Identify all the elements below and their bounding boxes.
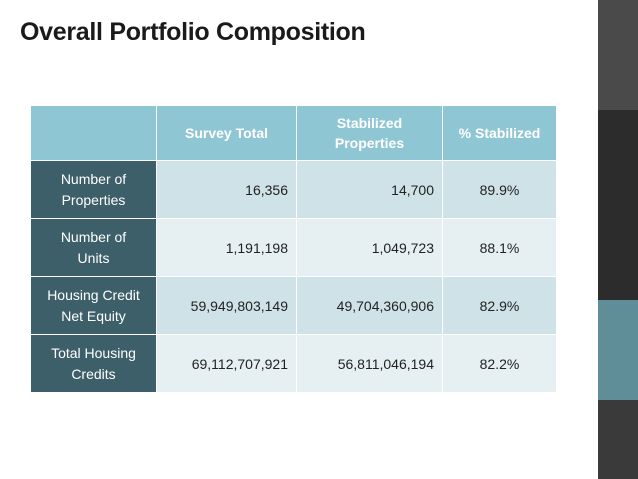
- header-survey-total: Survey Total: [156, 105, 297, 161]
- stabilized-cell: 14,700: [296, 160, 443, 219]
- stabilized-cell: 49,704,360,906: [296, 276, 443, 335]
- table-row: Housing Credit Net Equity 59,949,803,149…: [30, 276, 557, 335]
- survey-total-cell: 16,356: [156, 160, 297, 219]
- table-row: Number of Properties 16,356 14,700 89.9%: [30, 160, 557, 219]
- table-header-row: Survey Total Stabilized Properties % Sta…: [30, 105, 557, 161]
- header-pct-stabilized: % Stabilized: [442, 105, 557, 161]
- header-stabilized-properties: Stabilized Properties: [296, 105, 443, 161]
- survey-total-cell: 1,191,198: [156, 218, 297, 277]
- row-label: Number of Properties: [30, 160, 157, 219]
- survey-total-cell: 69,112,707,921: [156, 334, 297, 393]
- portfolio-table: Survey Total Stabilized Properties % Sta…: [30, 105, 557, 393]
- pct-stabilized-cell: 88.1%: [442, 218, 557, 277]
- survey-total-cell: 59,949,803,149: [156, 276, 297, 335]
- slide-title: Overall Portfolio Composition: [20, 18, 366, 46]
- row-label: Number of Units: [30, 218, 157, 277]
- side-accent-block-top: [598, 0, 638, 110]
- header-blank: [30, 105, 157, 161]
- pct-stabilized-cell: 89.9%: [442, 160, 557, 219]
- side-accent-block-bottom: [598, 400, 638, 479]
- pct-stabilized-cell: 82.2%: [442, 334, 557, 393]
- table-row: Number of Units 1,191,198 1,049,723 88.1…: [30, 218, 557, 277]
- side-accent-block-teal: [598, 300, 638, 400]
- table-row: Total Housing Credits 69,112,707,921 56,…: [30, 334, 557, 393]
- pct-stabilized-cell: 82.9%: [442, 276, 557, 335]
- row-label: Housing Credit Net Equity: [30, 276, 157, 335]
- stabilized-cell: 56,811,046,194: [296, 334, 443, 393]
- stabilized-cell: 1,049,723: [296, 218, 443, 277]
- row-label: Total Housing Credits: [30, 334, 157, 393]
